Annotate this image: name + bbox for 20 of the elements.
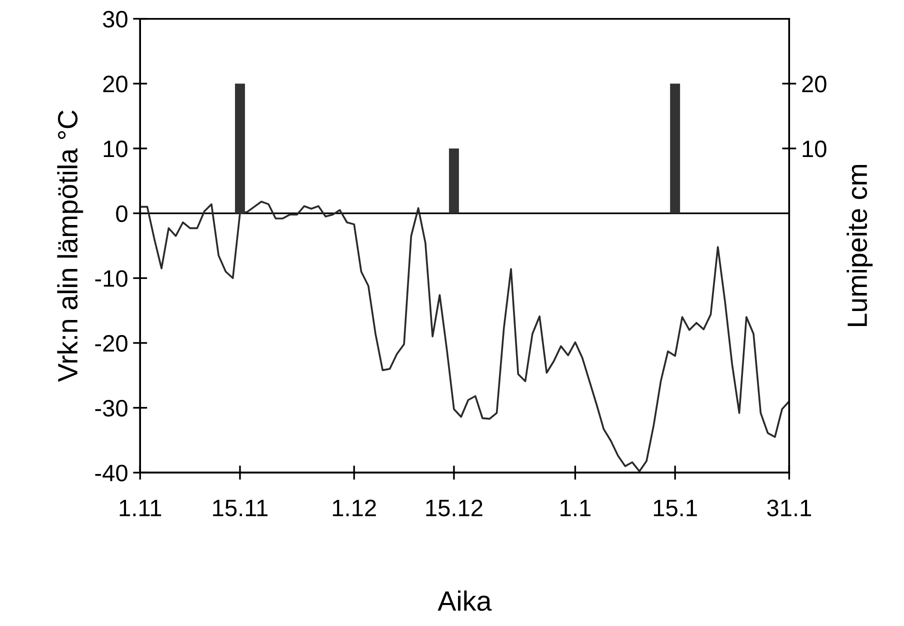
y2-axis-title: Lumipeite cm (846, 164, 873, 326)
y-tick-label: -40 (95, 464, 128, 482)
x-axis-title: Aika (438, 590, 492, 611)
y2-tick-label: 10 (802, 140, 826, 158)
y-tick-label: 0 (116, 205, 128, 222)
y-axis-title: Vrk:n alin lämpötila °C (57, 110, 84, 382)
y-tick-label: 30 (102, 10, 128, 28)
x-tick-label: 15.1 (654, 500, 697, 516)
x-tick-label: 1.1 (560, 500, 590, 516)
y-tick-label: -20 (95, 335, 128, 352)
y-tick-label: 10 (104, 140, 128, 158)
y-tick-label: 20 (103, 76, 128, 92)
x-tick-label: 1.12 (332, 500, 376, 516)
x-tick-label: 15.12 (426, 500, 482, 516)
y-tick-label: -10 (95, 270, 128, 287)
y-tick-label: -30 (95, 400, 128, 417)
x-tick-label: 15.11 (213, 500, 268, 516)
y2-tick-label: 20 (802, 76, 826, 92)
x-tick-label: 1.11 (120, 500, 162, 516)
x-tick-label: 31.1 (767, 500, 812, 516)
